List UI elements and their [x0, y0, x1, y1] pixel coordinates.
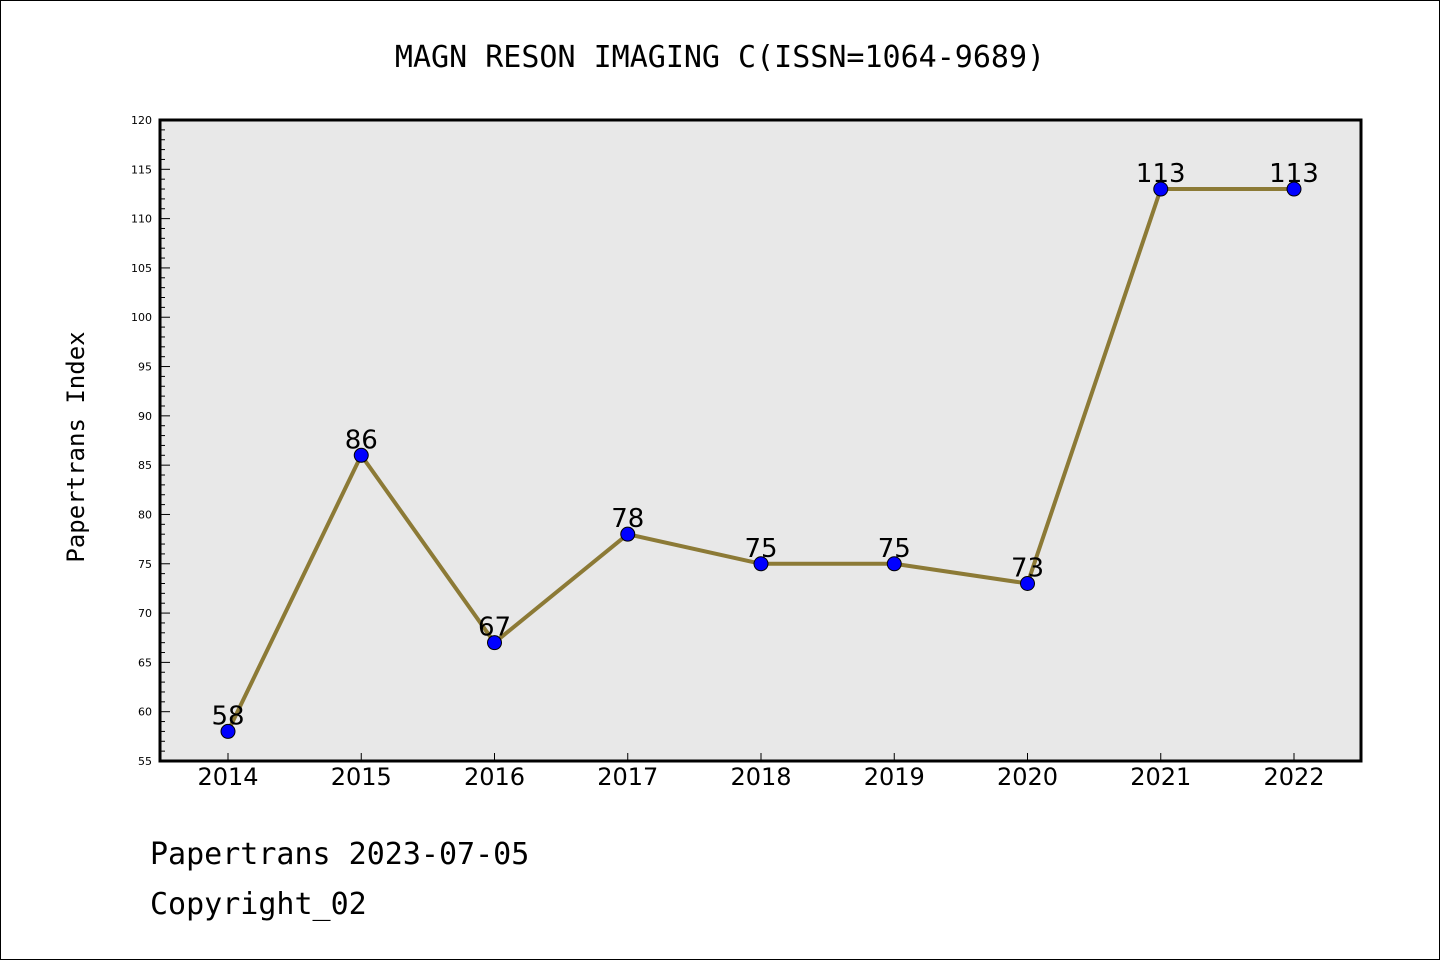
y-tick-label: 60 [138, 706, 152, 719]
y-axis-label: Papertrans Index [62, 331, 90, 562]
x-tick-label: 2020 [997, 763, 1058, 791]
y-tick-label: 70 [138, 607, 152, 620]
x-tick-label: 2022 [1263, 763, 1324, 791]
x-tick-label: 2015 [331, 763, 392, 791]
x-tick-label: 2017 [597, 763, 658, 791]
data-point [753, 556, 769, 572]
data-label: 78 [611, 504, 644, 534]
y-tick-label: 115 [131, 163, 152, 176]
data-label: 75 [878, 534, 911, 564]
data-point [220, 723, 236, 739]
data-point [1286, 181, 1302, 197]
footer-date: Papertrans 2023-07-05 [150, 837, 529, 872]
x-tick-label: 2016 [464, 763, 525, 791]
x-tick-label: 2019 [864, 763, 925, 791]
y-tick-label: 85 [138, 459, 152, 472]
footer-copyright: Copyright_02 [150, 887, 367, 922]
y-tick-label: 65 [138, 656, 152, 669]
data-label: 113 [1269, 159, 1319, 189]
data-point [886, 556, 902, 572]
data-labels: 58 86 67 78 75 75 73 113 113 [211, 159, 1318, 731]
data-point [1153, 181, 1169, 197]
y-tick-label: 105 [131, 262, 152, 275]
y-tick-label: 80 [138, 508, 152, 521]
y-axis: 55 60 65 70 75 80 85 90 95 100 105 110 115 120 [131, 114, 170, 768]
data-label: 75 [744, 534, 777, 564]
plot-area [158, 118, 1363, 763]
y-tick-label: 55 [138, 755, 152, 768]
series [220, 181, 1302, 739]
data-label: 67 [478, 613, 511, 643]
data-point [1020, 575, 1035, 591]
data-point [620, 526, 636, 542]
data-label: 58 [211, 701, 244, 731]
data-label: 113 [1136, 159, 1186, 189]
data-label: 86 [345, 425, 378, 455]
x-axis: 2014 2015 2016 2017 2018 2019 2020 2021 2022 [197, 753, 1325, 791]
data-point [487, 635, 502, 651]
data-point [353, 447, 369, 463]
x-tick-label: 2021 [1130, 763, 1191, 791]
y-tick-label: 90 [138, 410, 152, 423]
x-tick-label: 2018 [730, 763, 791, 791]
y-tick-label: 110 [131, 213, 152, 226]
data-label: 73 [1011, 553, 1044, 583]
y-tick-label: 75 [138, 558, 152, 571]
x-tick-label: 2014 [197, 763, 258, 791]
y-tick-label: 100 [131, 311, 152, 324]
y-tick-label: 95 [138, 361, 152, 374]
y-tick-label: 120 [131, 114, 152, 127]
chart-title: MAGN RESON IMAGING C(ISSN=1064-9689) [395, 40, 1045, 75]
